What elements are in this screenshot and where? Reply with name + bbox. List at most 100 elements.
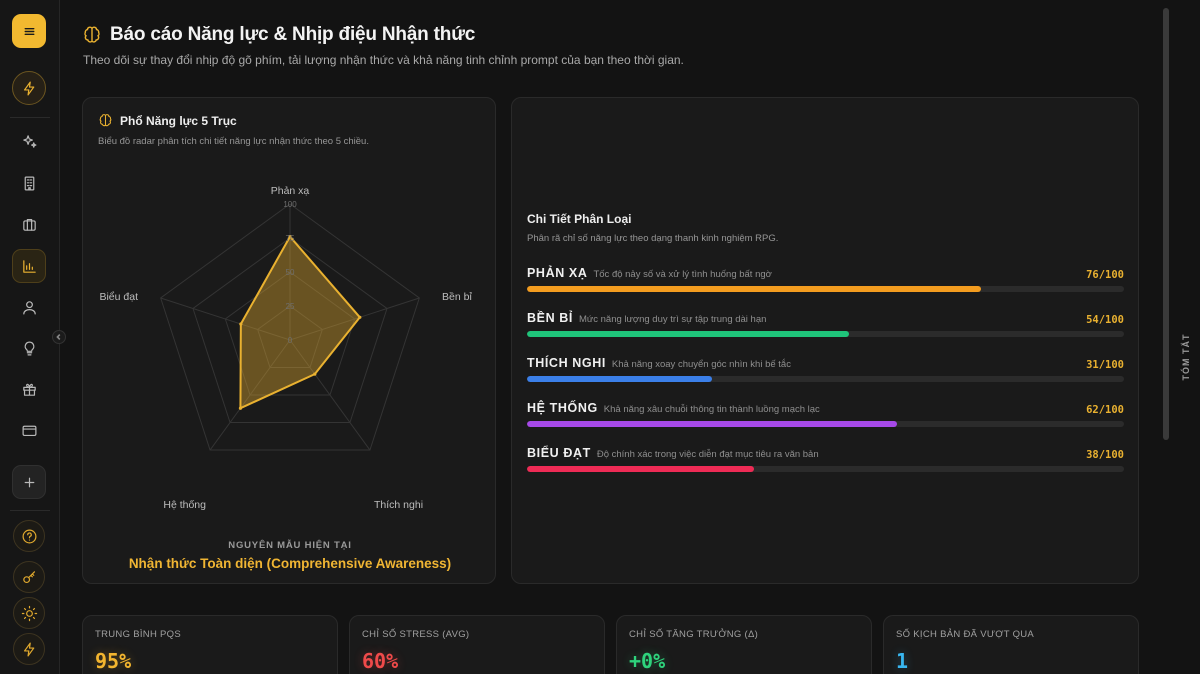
lightning-icon (23, 81, 34, 95)
stat-name: THÍCH NGHI (527, 356, 606, 370)
page-header: Báo cáo Năng lực & Nhịp điệu Nhận thức (82, 24, 475, 46)
metric-value: 95% (95, 649, 132, 673)
radar-data-point (239, 322, 243, 326)
stat-bar-track (527, 331, 1124, 337)
radar-data-area (239, 235, 361, 410)
metric-label: CHỈ SỐ TĂNG TRƯỞNG (Δ) (629, 629, 759, 640)
details-card: Chi Tiết Phân Loại Phân rã chỉ số năng l… (511, 97, 1139, 584)
sidebar-item-reports[interactable] (12, 249, 46, 283)
briefcase-icon (22, 218, 36, 231)
radar-category-label: Thích nghi (374, 499, 423, 511)
radar-category-label: Hệ thống (163, 499, 206, 511)
stat-value: 31/100 (1086, 359, 1124, 371)
stat-bar-track (527, 286, 1124, 292)
stat-bar-track (527, 466, 1124, 472)
radar-category-label: Phản xạ (271, 185, 310, 197)
metric-card-pqs: TRUNG BÌNH PQS 95% (82, 615, 338, 674)
sidebar-item-billing[interactable] (12, 413, 46, 447)
radar-card-header: Phổ Năng lực 5 Trục (98, 113, 237, 128)
stat-name: BỀN BỈ (527, 311, 573, 325)
radar-category-label: Biểu đạt (99, 291, 138, 303)
key-icon (22, 570, 35, 583)
menu-icon (24, 27, 34, 35)
details-title: Chi Tiết Phân Loại (527, 212, 632, 226)
stat-value: 62/100 (1086, 404, 1124, 416)
stat-description: Khả năng xoay chuyển góc nhìn khi bế tắc (611, 359, 791, 370)
radar-tick-label: 50 (286, 268, 295, 277)
metric-card-growth: CHỈ SỐ TĂNG TRƯỞNG (Δ) +0% (616, 615, 872, 674)
metric-value: +0% (629, 649, 666, 673)
radar-axis-line (289, 339, 371, 451)
stat-bar-track (527, 376, 1124, 382)
archetype-value: Nhận thức Toàn diện (Comprehensive Aware… (128, 556, 452, 571)
lightning-icon (23, 642, 34, 656)
radar-grid-ring (160, 203, 420, 451)
metric-label: CHỈ SỐ STRESS (AVG) (362, 629, 470, 640)
details-subtitle: Phân rã chỉ số năng lực theo dạng thanh … (527, 233, 779, 244)
stat-value: 54/100 (1086, 314, 1124, 326)
stat-row-endurance: BỀN BỈ Mức năng lượng duy trì sự tập trun… (527, 311, 1124, 351)
sidebar-divider (10, 117, 50, 118)
radar-axis-line (289, 297, 420, 341)
radar-tick-label: 100 (283, 200, 297, 209)
radar-chart: 0 25 50 75 100 Phản xạ Bền bỉ Thích nghi Hệ thốn… (99, 185, 472, 511)
add-button[interactable] (12, 465, 46, 499)
stat-bar-fill (527, 421, 898, 427)
metric-label: SỐ KỊCH BẢN ĐÃ VƯỢT QUA (896, 629, 1035, 640)
stat-name: BIỂU ĐẠT (527, 446, 591, 460)
radar-data-point (313, 372, 317, 376)
sidebar-item-building[interactable] (12, 166, 46, 200)
metric-card-stress: CHỈ SỐ STRESS (AVG) 60% (349, 615, 605, 674)
sidebar-collapse-handle[interactable] (52, 330, 66, 344)
brain-icon (84, 26, 100, 43)
page-subtitle: Theo dõi sự thay đổi nhịp độ gõ phím, tả… (83, 53, 684, 67)
stat-name: PHẢN XẠ (527, 266, 588, 280)
sidebar-item-profile[interactable] (12, 290, 46, 324)
radar-axis-line (209, 339, 291, 451)
radar-data-point (238, 406, 243, 410)
radar-card-title: Phổ Năng lực 5 Trục (120, 113, 237, 128)
stat-row-adaptability: THÍCH NGHI Khả năng xoay chuyển góc nhìn … (527, 356, 1124, 396)
question-icon (22, 529, 36, 543)
theme-toggle-button[interactable] (13, 597, 45, 629)
metric-label: TRUNG BÌNH PQS (95, 629, 182, 640)
sidebar (0, 0, 60, 674)
stat-value: 76/100 (1086, 269, 1124, 281)
stat-name: HỆ THỐNG (527, 401, 598, 415)
stat-description: Độ chính xác trong việc diễn đạt mục tiê… (596, 449, 819, 460)
menu-toggle-button[interactable] (12, 14, 46, 48)
help-button[interactable] (13, 520, 45, 552)
stat-bar-track (527, 421, 1124, 427)
sparkles-icon (22, 134, 36, 148)
brain-icon (99, 114, 112, 127)
quick-action-button[interactable] (12, 71, 46, 105)
sun-icon (21, 605, 37, 621)
power-mode-button[interactable] (13, 633, 45, 665)
archetype-label: NGUYÊN MẪU HIỆN TẠI (228, 540, 352, 551)
sidebar-item-ideas[interactable] (12, 331, 46, 365)
page-title: Báo cáo Năng lực & Nhịp điệu Nhận thức (110, 24, 476, 45)
sidebar-item-briefcase[interactable] (12, 207, 46, 241)
sidebar-item-sparkles[interactable] (12, 124, 46, 158)
lightbulb-icon (24, 341, 34, 355)
radar-card-subtitle: Biểu đồ radar phân tích chi tiết năng lự… (98, 136, 369, 147)
summary-panel-toggle[interactable]: TÓM TẮT (1181, 333, 1191, 381)
api-key-button[interactable] (13, 561, 45, 593)
radar-tick-label: 75 (286, 234, 295, 243)
radar-card: Phổ Năng lực 5 Trục Biểu đồ radar phân t… (82, 97, 496, 584)
sidebar-item-gifts[interactable] (12, 372, 46, 406)
radar-category-label: Bền bỉ (442, 291, 472, 303)
radar-data-point (358, 315, 362, 319)
stat-bar-fill (527, 376, 713, 382)
stat-row-systems: HỆ THỐNG Khả năng xâu chuỗi thông tin thà… (527, 401, 1124, 441)
building-icon (24, 176, 34, 190)
chevron-left-icon (56, 334, 61, 340)
stat-row-reflex: PHẢN XẠ Tốc độ nảy số và xử lý tình huống… (527, 266, 1124, 306)
user-icon (22, 300, 36, 314)
stat-value: 38/100 (1086, 449, 1124, 461)
stat-bar-fill (527, 286, 981, 292)
metric-value: 60% (362, 649, 399, 673)
metric-value: 1 (896, 649, 909, 673)
radar-tick-label: 0 (288, 336, 293, 345)
scrollbar[interactable] (1163, 8, 1169, 440)
